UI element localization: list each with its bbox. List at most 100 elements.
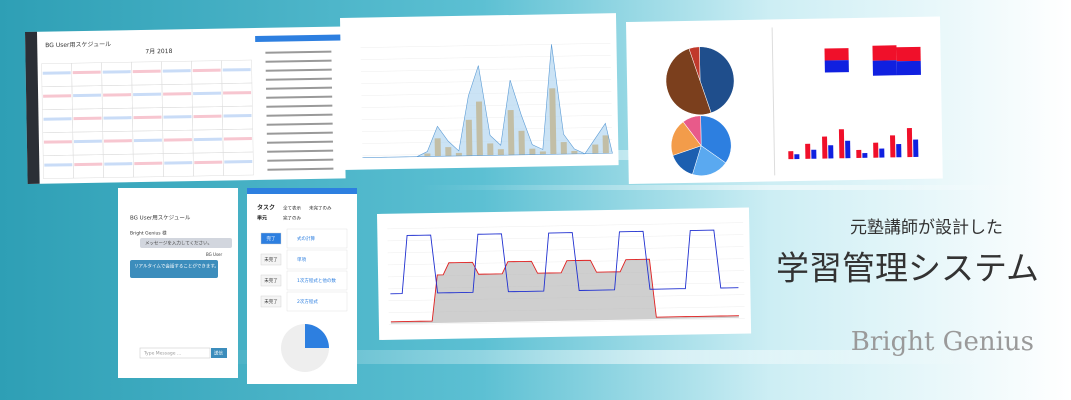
send-button[interactable]: [211, 348, 227, 358]
event: [103, 116, 132, 120]
event: [103, 139, 132, 143]
status: 完了: [267, 235, 276, 242]
bar-red: [906, 128, 913, 158]
line-red: [390, 258, 739, 323]
panel-row: [267, 149, 334, 153]
bar-red: [805, 143, 811, 159]
bar-blue: [879, 148, 885, 158]
event: [42, 71, 71, 75]
panel-row: [265, 50, 332, 54]
event: [73, 139, 102, 144]
event: [222, 68, 251, 72]
event: [223, 137, 252, 141]
line-chart-card: [377, 207, 752, 340]
event: [44, 163, 73, 167]
event: [134, 161, 163, 166]
task-row: [286, 249, 348, 270]
panel-row: [266, 95, 333, 99]
streak: [420, 185, 1040, 190]
grid: [361, 79, 612, 84]
event: [73, 116, 102, 121]
event: [163, 138, 192, 142]
event: [73, 93, 102, 98]
panel-row: [265, 68, 332, 72]
calendar-title: BG User用スケジュール: [45, 41, 111, 49]
streak: [200, 350, 1000, 364]
chat-reply: リアルタイムで会話することができます。: [134, 263, 219, 270]
bar-blue: [811, 149, 817, 159]
tagline: 元塾講師が設計した: [850, 217, 1003, 238]
event: [223, 114, 252, 118]
panel-row: [266, 86, 333, 90]
event: [163, 92, 192, 96]
status-button: [260, 232, 282, 245]
grid: [387, 222, 744, 230]
panel-row: [266, 131, 333, 135]
chat-input: Type Message ...: [143, 351, 181, 357]
grid: [388, 318, 745, 326]
event: [43, 94, 72, 98]
reply-bubble: [130, 260, 218, 278]
bar-blue: [862, 153, 868, 158]
task-row: [286, 270, 348, 291]
event: [72, 70, 101, 75]
event: [132, 69, 161, 74]
grid: [360, 43, 611, 48]
task-name: 単項: [297, 256, 306, 263]
event: [74, 162, 103, 167]
chat-sender: Bright Genius 様: [130, 230, 167, 237]
message-bubble: [140, 238, 232, 248]
panel-header: [255, 34, 342, 42]
stack-blue: [824, 60, 849, 73]
event: [193, 137, 222, 142]
grid: [387, 234, 744, 242]
task-name: 1次方程式と他の数: [297, 277, 336, 284]
bar-red: [856, 149, 862, 158]
chat-title: BG User用スケジュール: [130, 215, 191, 222]
panel-row: [266, 104, 333, 108]
task-row: [286, 228, 348, 249]
event: [43, 117, 72, 121]
task-subheading: 単元: [257, 215, 267, 222]
status: 未完了: [264, 298, 278, 305]
combo-chart-card: [340, 13, 619, 170]
chat-card: BG User用スケジュール Bright Genius 様 メッセージを入力し…: [118, 188, 238, 378]
brand: Bright Genius: [851, 327, 1034, 357]
dashboard-card: [626, 16, 943, 184]
calendar-card: BG User用スケジュール 7月 2018: [25, 26, 346, 184]
status-button: [260, 253, 282, 266]
event: [193, 91, 222, 96]
event: [193, 114, 222, 119]
bar-blue: [794, 154, 800, 160]
event: [133, 138, 162, 143]
chat-message: メッセージを入力してください。: [145, 240, 212, 247]
pie-slice: [682, 115, 702, 147]
event: [103, 93, 132, 97]
chat-user: BG User: [206, 252, 223, 257]
send-label: 送信: [214, 350, 223, 357]
panel-row: [265, 59, 332, 63]
panel-row: [267, 167, 334, 171]
stack-red: [896, 46, 921, 62]
bar-red: [873, 142, 879, 158]
panel-row: [266, 140, 333, 144]
task-name: 式の計算: [297, 235, 315, 242]
progress-slice: [305, 324, 329, 348]
grid: [387, 258, 744, 266]
calendar-month: 7月 2018: [145, 48, 172, 55]
stack-blue: [872, 60, 897, 76]
input-box[interactable]: [139, 347, 211, 359]
panel-row: [267, 158, 334, 162]
bar-red: [788, 151, 794, 160]
pie-slice: [670, 121, 702, 156]
bar-red: [838, 129, 845, 159]
status: 未完了: [264, 256, 278, 263]
pie-slice: [700, 115, 732, 164]
status: 未完了: [264, 277, 278, 284]
status-button: [260, 274, 282, 287]
event: [192, 68, 221, 73]
bar-blue: [896, 144, 902, 158]
stack-red: [872, 45, 897, 61]
grid: [361, 91, 612, 96]
pie-slice: [692, 145, 727, 176]
